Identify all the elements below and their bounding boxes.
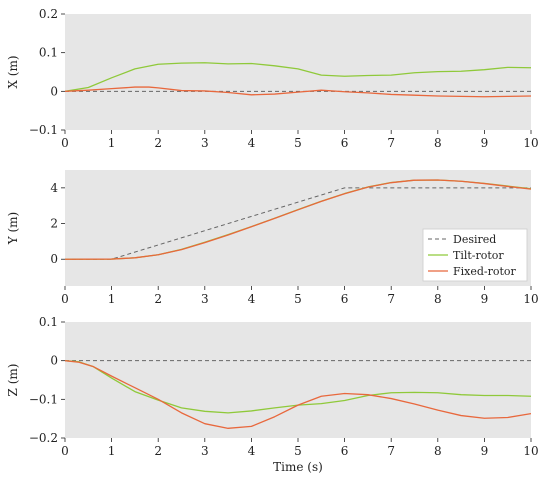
y-tick-label: 0 <box>50 84 58 98</box>
series-tilt-rotor <box>65 360 531 414</box>
x-tick-label: 10 <box>523 292 538 306</box>
legend-label-desired: Desired <box>453 233 496 246</box>
x-tick-label: 9 <box>481 292 489 306</box>
x-tick-label: 2 <box>154 444 162 458</box>
series-fixed-rotor <box>65 360 531 429</box>
x-tick-label: 2 <box>154 136 162 150</box>
y-tick-label: −0.1 <box>29 123 58 137</box>
legend-label-tilt-rotor: Tilt-rotor <box>453 249 504 262</box>
x-tick-label: 3 <box>201 136 209 150</box>
x-tick-label: 7 <box>387 136 395 150</box>
x-tick-label: 7 <box>387 444 395 458</box>
x-tick-label: 4 <box>248 292 256 306</box>
x-tick-label: 0 <box>61 136 69 150</box>
x-tick-label: 5 <box>294 136 302 150</box>
x-tick-label: 3 <box>201 292 209 306</box>
x-axis-label: Time (s) <box>273 460 323 474</box>
x-tick-label: 6 <box>341 292 349 306</box>
x-tick-label: 4 <box>248 136 256 150</box>
x-tick-label: 9 <box>481 136 489 150</box>
x-tick-label: 8 <box>434 136 442 150</box>
series-fixed-rotor <box>65 179 531 260</box>
panel-3: 0 1 2 3 4 5 6 7 8 9 10 −0.2 −0.1 0 0.1 Z (m) Time (s) <box>6 315 539 474</box>
x-tick-label: 7 <box>387 292 395 306</box>
x-tick-label: 10 <box>523 136 538 150</box>
panel-2: 0 1 2 3 4 5 6 7 8 9 10 0 2 4 Y (m) Desired Tilt-rotor Fix… <box>6 170 539 306</box>
x-tick-label: 9 <box>481 444 489 458</box>
y-axis-label: Y (m) <box>6 212 20 245</box>
y-tick-label: 0.1 <box>39 46 58 60</box>
x-tick-label: 6 <box>341 136 349 150</box>
series-fixed-rotor <box>65 86 531 98</box>
x-tick-label: 0 <box>61 444 69 458</box>
x-tick-label: 2 <box>154 292 162 306</box>
x-tick-label: 8 <box>434 292 442 306</box>
x-tick-label: 4 <box>248 444 256 458</box>
legend-label-fixed-rotor: Fixed-rotor <box>453 265 517 278</box>
x-tick-label: 1 <box>108 136 116 150</box>
x-tick-label: 5 <box>294 444 302 458</box>
y-tick-label: 4 <box>50 181 58 195</box>
series-tilt-rotor <box>65 62 531 92</box>
x-tick-label: 1 <box>108 292 116 306</box>
y-axis-label: X (m) <box>6 55 20 88</box>
y-tick-label: 0 <box>50 354 58 368</box>
y-tick-label: 0 <box>50 252 58 266</box>
y-tick-label: 0.1 <box>39 315 58 329</box>
x-tick-label: 10 <box>523 444 538 458</box>
x-tick-label: 6 <box>341 444 349 458</box>
panel-1: 0 1 2 3 4 5 6 7 8 9 10−0.100.10.2X (m) <box>6 7 539 150</box>
x-tick-label: 8 <box>434 444 442 458</box>
plot-area <box>65 14 531 130</box>
y-tick-label: −0.1 <box>29 392 58 406</box>
x-tick-label: 1 <box>108 444 116 458</box>
y-tick-label: 2 <box>50 217 58 231</box>
legend: Desired Tilt-rotor Fixed-rotor <box>422 228 528 282</box>
y-tick-label: 0.2 <box>39 7 58 21</box>
plot-area <box>65 322 531 438</box>
y-axis-label: Z (m) <box>6 364 20 397</box>
x-tick-label: 5 <box>294 292 302 306</box>
x-tick-label: 3 <box>201 444 209 458</box>
x-tick-label: 0 <box>61 292 69 306</box>
y-tick-label: −0.2 <box>29 431 58 445</box>
